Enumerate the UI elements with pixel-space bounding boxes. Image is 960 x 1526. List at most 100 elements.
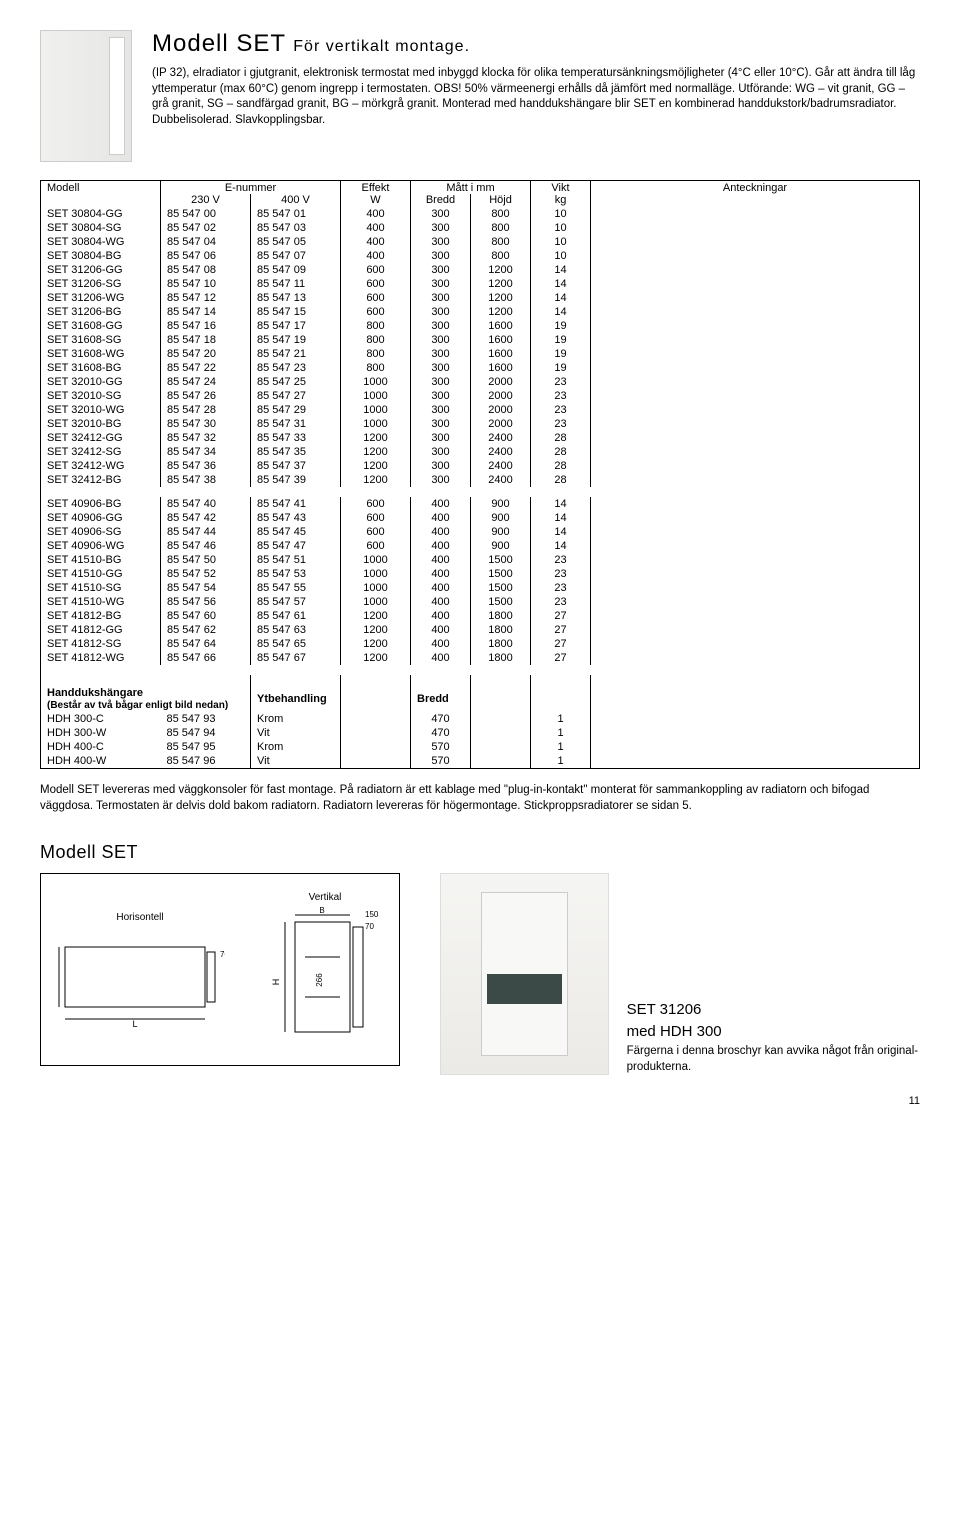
- table-cell: 14: [531, 277, 591, 291]
- table-cell: 1200: [341, 651, 411, 665]
- table-cell: 1200: [341, 431, 411, 445]
- table-cell: [591, 277, 920, 291]
- table-cell: 85 547 39: [251, 473, 341, 487]
- diagram-vertikal: Vertikal: [309, 892, 342, 903]
- table-row: SET 41812-GG85 547 6285 547 631200400180…: [41, 623, 920, 637]
- table-cell: 14: [531, 539, 591, 553]
- table-cell: 800: [471, 207, 531, 221]
- table-cell: 1000: [341, 581, 411, 595]
- table-cell: [591, 567, 920, 581]
- table-row: SET 41510-SG85 547 5485 547 551000400150…: [41, 581, 920, 595]
- table-cell: 400: [411, 553, 471, 567]
- table-cell: 85 547 32: [161, 431, 251, 445]
- table-cell: [591, 305, 920, 319]
- table-cell: 800: [471, 249, 531, 263]
- table-row: SET 41812-SG85 547 6485 547 651200400180…: [41, 637, 920, 651]
- table-cell: 400: [341, 221, 411, 235]
- table-cell: 1800: [471, 609, 531, 623]
- table-cell: 600: [341, 305, 411, 319]
- table-cell: 85 547 03: [251, 221, 341, 235]
- table-cell: 85 547 44: [161, 525, 251, 539]
- table-cell: 28: [531, 473, 591, 487]
- table-row: SET 32010-BG85 547 3085 547 311000300200…: [41, 417, 920, 431]
- table-cell: 85 547 08: [161, 263, 251, 277]
- table-cell: 1800: [471, 651, 531, 665]
- table-cell: 85 547 24: [161, 375, 251, 389]
- table-cell: 1000: [341, 403, 411, 417]
- table-row: SET 32412-SG85 547 3485 547 351200300240…: [41, 445, 920, 459]
- table-cell: [591, 726, 920, 740]
- table-cell: 300: [411, 277, 471, 291]
- table-cell: 85 547 95: [161, 740, 251, 754]
- table-cell: 85 547 53: [251, 567, 341, 581]
- table-cell: 85 547 96: [161, 754, 251, 769]
- table-cell: 19: [531, 361, 591, 375]
- table-cell: 300: [411, 473, 471, 487]
- table-row: SET 31206-BG85 547 1485 547 156003001200…: [41, 305, 920, 319]
- table-cell: 300: [411, 431, 471, 445]
- table-cell: Vit: [251, 754, 341, 769]
- table-cell: SET 31206-BG: [41, 305, 161, 319]
- table-cell: 1800: [471, 637, 531, 651]
- table-cell: 300: [411, 459, 471, 473]
- intro-text: (IP 32), elradiator i gjutgranit, elektr…: [152, 66, 920, 128]
- table-cell: [341, 754, 411, 769]
- table-cell: SET 31206-WG: [41, 291, 161, 305]
- table-cell: 85 547 11: [251, 277, 341, 291]
- table-cell: 400: [341, 249, 411, 263]
- table-cell: 1600: [471, 319, 531, 333]
- svg-text:H: H: [55, 979, 57, 986]
- table-cell: 85 547 15: [251, 305, 341, 319]
- table-cell: 85 547 21: [251, 347, 341, 361]
- col-230v: 230 V: [161, 194, 251, 207]
- diagram-box: Horisontell L H 70 Vertikal B 150 70 H: [40, 873, 400, 1066]
- table-cell: [591, 511, 920, 525]
- table-cell: 23: [531, 417, 591, 431]
- spec-table: Modell E-nummer Effekt Mått i mm Vikt An…: [40, 180, 920, 769]
- table-cell: 85 547 52: [161, 567, 251, 581]
- table-cell: 23: [531, 567, 591, 581]
- hanger-title: Handdukshängare (Består av två bågar enl…: [41, 675, 251, 712]
- table-cell: 23: [531, 581, 591, 595]
- table-cell: 1200: [341, 609, 411, 623]
- table-cell: SET 41812-WG: [41, 651, 161, 665]
- table-cell: 1500: [471, 581, 531, 595]
- table-cell: SET 40906-SG: [41, 525, 161, 539]
- table-cell: 85 547 34: [161, 445, 251, 459]
- table-cell: 900: [471, 525, 531, 539]
- table-cell: 1000: [341, 389, 411, 403]
- table-row: HDH 300-C85 547 93Krom4701: [41, 712, 920, 726]
- col-400v: 400 V: [251, 194, 341, 207]
- table-cell: 19: [531, 347, 591, 361]
- table-cell: 300: [411, 347, 471, 361]
- table-cell: 19: [531, 333, 591, 347]
- table-cell: SET 30804-WG: [41, 235, 161, 249]
- page-number: 11: [40, 1095, 920, 1107]
- table-cell: 85 547 29: [251, 403, 341, 417]
- table-cell: 400: [411, 609, 471, 623]
- table-cell: 10: [531, 221, 591, 235]
- table-cell: 800: [341, 361, 411, 375]
- table-cell: 300: [411, 417, 471, 431]
- table-row: HDH 300-W85 547 94Vit4701: [41, 726, 920, 740]
- table-cell: 1200: [341, 459, 411, 473]
- table-cell: 85 547 06: [161, 249, 251, 263]
- table-cell: 800: [341, 347, 411, 361]
- table-cell: [591, 417, 920, 431]
- table-cell: [591, 712, 920, 726]
- table-cell: 300: [411, 445, 471, 459]
- table-cell: 85 547 25: [251, 375, 341, 389]
- table-cell: SET 41510-SG: [41, 581, 161, 595]
- table-cell: 85 547 61: [251, 609, 341, 623]
- table-cell: 85 547 43: [251, 511, 341, 525]
- table-row: SET 32010-WG85 547 2885 547 291000300200…: [41, 403, 920, 417]
- table-cell: HDH 300-C: [41, 712, 161, 726]
- table-cell: 1800: [471, 623, 531, 637]
- svg-text:H: H: [271, 979, 281, 986]
- svg-text:70: 70: [220, 950, 225, 959]
- svg-text:L: L: [132, 1019, 137, 1027]
- table-cell: 85 547 30: [161, 417, 251, 431]
- table-cell: [591, 333, 920, 347]
- table-cell: SET 31608-GG: [41, 319, 161, 333]
- table-cell: 600: [341, 291, 411, 305]
